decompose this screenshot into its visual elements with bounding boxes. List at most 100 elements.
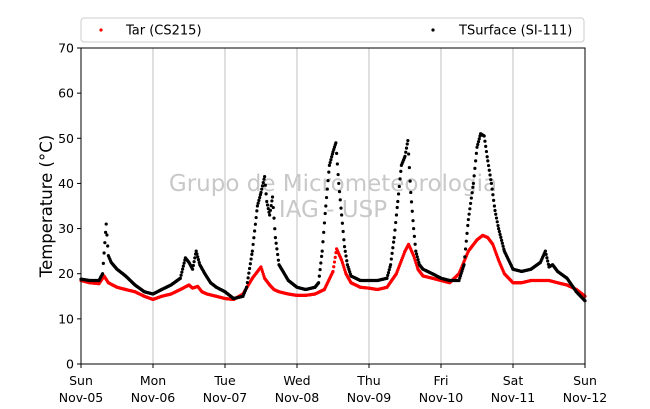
series-1-point-451 xyxy=(404,150,408,154)
series-1-point-438 xyxy=(394,213,399,217)
series-1-point-561 xyxy=(483,139,487,143)
x-tick-day-1: Mon xyxy=(140,373,166,388)
series-1-point-440 xyxy=(396,199,400,204)
series-1-point-248 xyxy=(258,195,262,200)
y-tick-label-7: 70 xyxy=(58,41,74,56)
series-1-point-563 xyxy=(484,149,489,154)
series-1-point-425 xyxy=(385,276,389,280)
series-0-point-350 xyxy=(331,269,335,274)
series-1-point-536 xyxy=(465,231,469,235)
series-1-point-543 xyxy=(470,191,474,195)
series-1-point-363 xyxy=(340,221,344,225)
legend: Tar (CS215) TSurface (SI-111) xyxy=(80,17,585,43)
series-1-point-331 xyxy=(317,274,321,278)
series-1-point-37 xyxy=(106,244,110,248)
series-1-point-532 xyxy=(462,263,466,267)
series-1-point-265 xyxy=(270,199,274,203)
series-1-point-346 xyxy=(328,160,332,165)
series-1-point-31 xyxy=(101,261,105,265)
x-tick-date-1: Nov-06 xyxy=(131,390,176,405)
series-1-point-257 xyxy=(264,192,268,196)
series-1-point-577 xyxy=(494,216,499,220)
series-1-point-459 xyxy=(409,200,414,204)
series-1-point-235 xyxy=(248,262,252,266)
series-1-point-274 xyxy=(276,258,280,262)
series-0-point-352 xyxy=(332,260,337,264)
y-tick-label-2: 20 xyxy=(58,266,74,281)
series-1-point-645 xyxy=(543,249,548,253)
series-1-point-231 xyxy=(245,280,249,285)
series-1-point-348 xyxy=(330,155,334,159)
series-1-point-582 xyxy=(498,232,502,237)
series-1-point-452 xyxy=(404,146,409,150)
series-1-point-36 xyxy=(105,233,109,237)
x-tick-date-0: Nov-05 xyxy=(59,390,103,405)
series-1-point-546 xyxy=(472,174,476,178)
series-1-point-339 xyxy=(323,211,327,216)
series-1-point-143 xyxy=(182,261,186,265)
x-tick-date-7: Nov-12 xyxy=(563,390,607,405)
series-1-point-269 xyxy=(273,227,277,231)
series-1-point-340 xyxy=(324,204,328,208)
series-1-point-343 xyxy=(326,179,330,183)
series-1-point-156 xyxy=(191,263,195,268)
series-1-point-253 xyxy=(261,180,265,185)
x-tick-date-3: Nov-08 xyxy=(275,390,320,405)
series-1-point-562 xyxy=(484,144,488,148)
series-1-point-32 xyxy=(102,251,106,255)
series-1-point-362 xyxy=(340,213,344,217)
series-1-point-263 xyxy=(268,208,272,212)
series-1-point-439 xyxy=(395,205,399,210)
series-1-point-566 xyxy=(486,163,491,168)
series-1-point-573 xyxy=(492,198,496,202)
series-1-point-35 xyxy=(104,222,108,226)
series-1-point-273 xyxy=(276,252,280,257)
series-1-point-467 xyxy=(415,255,419,259)
series-1-point-426 xyxy=(386,273,390,278)
series-1-point-466 xyxy=(414,252,419,256)
series-1-point-462 xyxy=(412,226,416,231)
series-1-point-544 xyxy=(471,185,475,189)
series-1-point-355 xyxy=(335,151,339,155)
series-0-point-351 xyxy=(332,265,336,269)
series-1-point-453 xyxy=(405,142,409,146)
series-1-point-338 xyxy=(322,221,327,225)
series-1-point-367 xyxy=(343,249,347,253)
series-1-point-436 xyxy=(393,228,397,232)
series-1-point-244 xyxy=(255,209,259,213)
series-1-point-245 xyxy=(255,204,259,208)
series-1-point-458 xyxy=(409,190,413,195)
series-1-point-455 xyxy=(407,152,411,156)
series-1-point-140 xyxy=(180,270,184,274)
series-1-point-330 xyxy=(317,281,321,285)
series-1-point-268 xyxy=(272,216,276,220)
legend-box xyxy=(80,17,585,43)
series-1-point-358 xyxy=(337,181,341,186)
series-1-point-646 xyxy=(544,252,548,257)
series-1-point-581 xyxy=(497,229,501,234)
series-1-point-441 xyxy=(396,192,401,196)
series-1-point-568 xyxy=(488,173,492,177)
series-1-point-359 xyxy=(337,190,342,194)
series-1-point-540 xyxy=(468,207,472,211)
series-1-point-357 xyxy=(336,172,340,177)
series-1-point-369 xyxy=(345,259,349,263)
series-1-point-433 xyxy=(391,246,395,250)
vertical-gridlines xyxy=(152,48,514,364)
series-1-point-345 xyxy=(327,163,331,167)
series-1-point-160 xyxy=(194,249,198,253)
series-1-point-435 xyxy=(392,236,396,240)
plot-frame xyxy=(80,47,586,365)
legend-marker-tsurface xyxy=(431,28,435,32)
series-1-point-239 xyxy=(251,242,255,247)
series-1 xyxy=(79,132,587,303)
series-1-point-465 xyxy=(414,249,418,253)
series-1-point-236 xyxy=(249,257,253,261)
series-1-point-262 xyxy=(268,213,272,217)
y-axis-label: Temperature (°C) xyxy=(37,135,56,278)
series-1-point-241 xyxy=(253,229,257,233)
series-1-point-537 xyxy=(466,223,470,228)
series-1-point-354 xyxy=(334,141,338,145)
series-1-point-552 xyxy=(476,140,481,144)
